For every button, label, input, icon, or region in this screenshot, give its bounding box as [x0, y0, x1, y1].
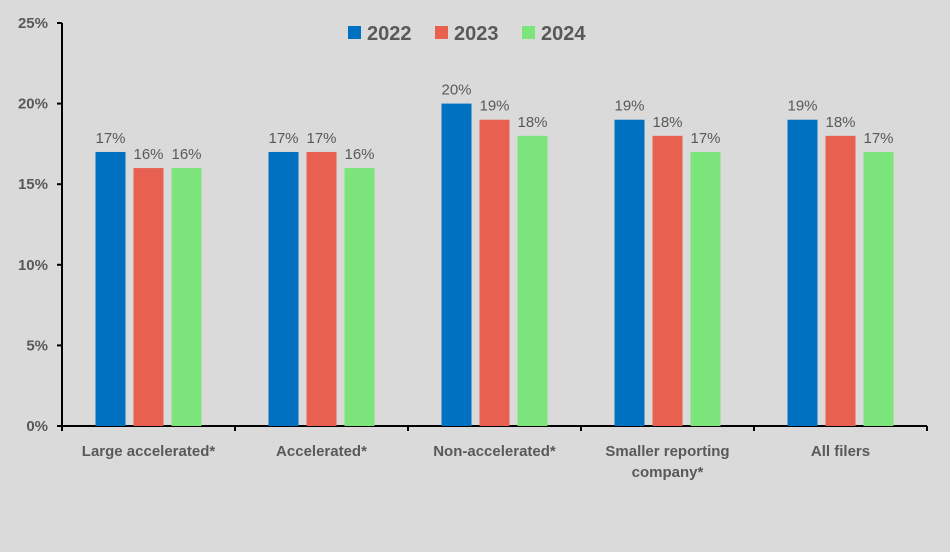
data-label: 17%	[863, 130, 893, 147]
data-label: 16%	[344, 146, 374, 163]
data-label: 17%	[95, 130, 125, 147]
data-label: 16%	[133, 146, 163, 163]
bar-2022	[441, 103, 472, 426]
x-category-label: Smaller reporting company*	[605, 443, 729, 481]
legend-swatch-2023	[435, 26, 448, 39]
data-label: 19%	[479, 98, 509, 115]
bar-2023	[479, 119, 510, 426]
legend-label: 2023	[454, 23, 499, 45]
bar-2022	[95, 151, 126, 426]
x-category-label: Large accelerated*	[82, 443, 216, 460]
x-category-label: All filers	[811, 443, 870, 460]
bar-2023	[825, 135, 856, 426]
bar-2024	[690, 151, 721, 426]
legend-label: 2022	[367, 23, 412, 45]
bar-2023	[652, 135, 683, 426]
data-label: 18%	[517, 114, 547, 131]
legend-label: 2024	[541, 23, 586, 45]
y-tick-label: 20%	[18, 96, 48, 113]
data-label: 17%	[306, 130, 336, 147]
y-tick-label: 0%	[26, 418, 48, 435]
y-tick-label: 15%	[18, 176, 48, 193]
bar-2024	[863, 151, 894, 426]
bar-2022	[268, 151, 299, 426]
bar-2024	[171, 168, 202, 426]
y-tick-label: 25%	[18, 15, 48, 32]
data-label: 20%	[441, 82, 471, 99]
data-label: 17%	[268, 130, 298, 147]
bar-2024	[344, 168, 375, 426]
x-category-label: Accelerated*	[276, 443, 367, 460]
y-tick-label: 5%	[26, 337, 48, 354]
data-label: 18%	[652, 114, 682, 131]
y-tick-label: 10%	[18, 257, 48, 274]
legend-swatch-2024	[522, 26, 535, 39]
x-category-label: Non-accelerated*	[433, 443, 556, 460]
data-label: 17%	[690, 130, 720, 147]
bar-2022	[787, 119, 818, 426]
data-label: 18%	[825, 114, 855, 131]
data-label: 19%	[787, 98, 817, 115]
bar-2024	[517, 135, 548, 426]
bar-2023	[306, 151, 337, 426]
bar-2023	[133, 168, 164, 426]
data-label: 19%	[614, 98, 644, 115]
data-label: 16%	[171, 146, 201, 163]
legend-swatch-2022	[348, 26, 361, 39]
bar-2022	[614, 119, 645, 426]
